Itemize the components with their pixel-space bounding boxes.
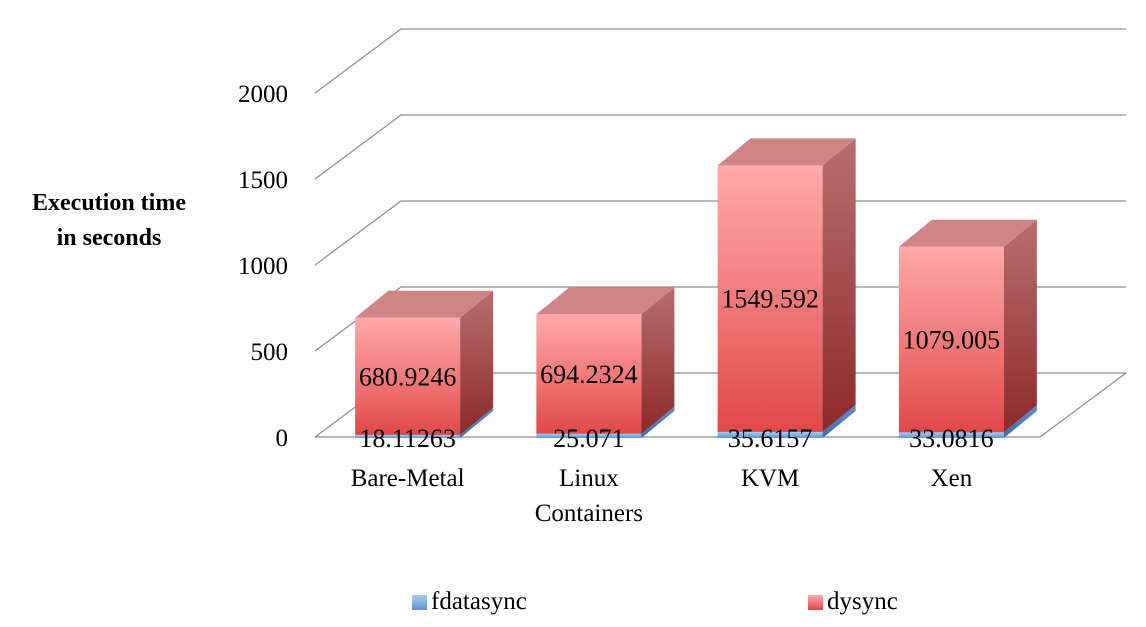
bar-fdatasync-front [536,433,642,438]
bar-dysync-top [717,138,856,166]
bar-fdatasync-side [460,407,494,438]
x-axis-categories: Bare-Metal Linux Containers KVM Xen [351,465,973,527]
data-label-fdatasync: 18.11263 [359,424,456,453]
y-axis-ticks: 0 500 1000 1500 2000 [238,81,288,452]
x-category-label: Linux [559,465,619,492]
legend-label-dysync: dysync [827,588,898,615]
y-tick-label: 0 [276,425,289,452]
data-label-fdatasync: 35.6157 [728,424,813,453]
x-category-label: Bare-Metal [351,465,465,492]
gridline [314,28,1126,94]
bars [355,138,1037,438]
bar-dysync-side [460,290,494,435]
gridline [314,286,1126,352]
bar-dysync-side [641,287,675,434]
bar-fdatasync-side [822,404,856,438]
bar-fdatasync-front [355,434,461,438]
bar-dysync-front [717,165,823,432]
bar-dysync-top [355,290,494,318]
floor-edge [1039,372,1127,438]
bar-dysync-side [1003,219,1037,433]
bar-dysync-front [898,246,1004,433]
bar-dysync-front [536,314,642,434]
data-label-fdatasync: 33.0816 [909,424,994,453]
y-tick-label: 1000 [238,253,288,280]
bar-fdatasync-front [717,431,823,438]
x-category-label: KVM [741,465,799,492]
bar-fdatasync-side [1003,405,1037,438]
legend-item-fdatasync: fdatasync [412,588,527,616]
dysync-swatch [808,594,823,610]
y-tick-label: 1500 [238,167,288,194]
gridline [314,114,1126,180]
y-axis-title-line-2: in seconds [56,225,162,251]
bar-dysync-top [898,219,1037,247]
bar-dysync-side [822,138,856,432]
legend-item-dysync: dysync [808,588,898,616]
y-tick-label: 500 [251,339,289,366]
gridline [314,200,1126,266]
legend-label-fdatasync: fdatasync [431,588,527,615]
x-category-label: Containers [535,500,643,527]
x-category-label: Xen [931,465,973,492]
fdatasync-swatch [412,594,427,610]
bar-fdatasync-front [898,432,1004,438]
data-label-dysync: 1549.592 [721,285,819,314]
y-tick-label: 2000 [238,81,288,108]
y-axis-title: Execution time in seconds [0,186,218,256]
y-axis-title-line-1: Execution time [32,190,186,216]
bar-dysync-front [355,317,461,435]
bar-fdatasync-side [641,406,675,438]
bar-dysync-top [536,287,675,315]
data-labels: 18.11263 680.9246 25.071 694.2324 35.6157 154… [359,285,1000,453]
data-label-dysync: 694.2324 [540,360,638,389]
data-label-dysync: 1079.005 [903,326,1001,355]
data-label-dysync: 680.9246 [359,362,457,391]
data-label-fdatasync: 25.071 [553,424,625,453]
